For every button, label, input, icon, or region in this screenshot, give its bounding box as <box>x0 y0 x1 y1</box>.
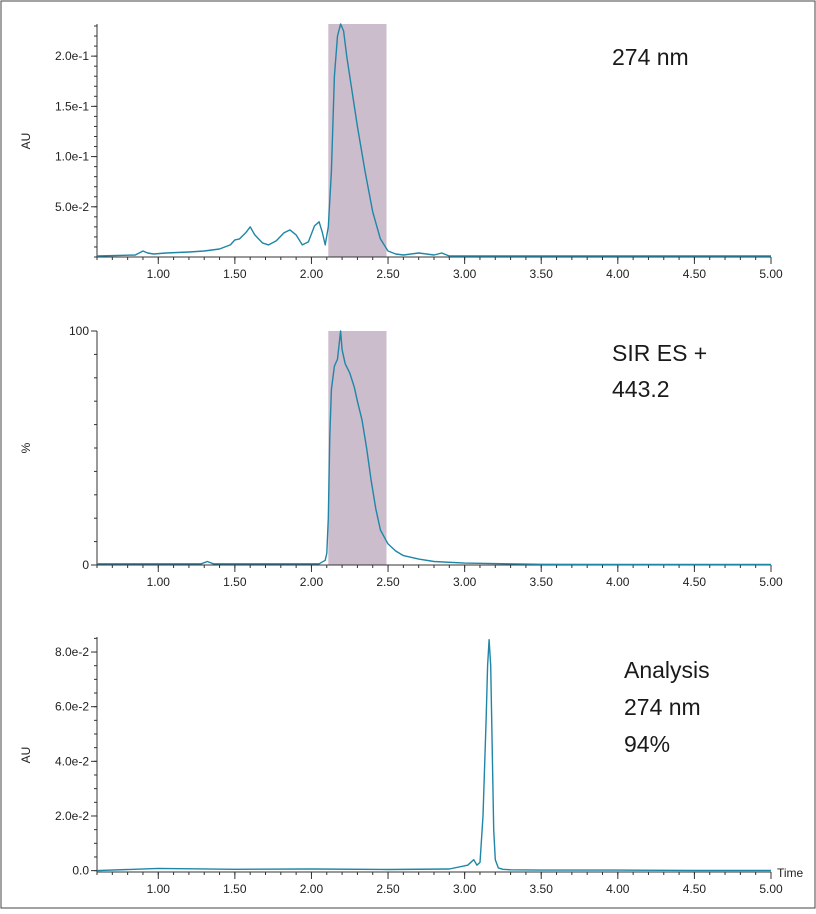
trace-annotation: 274 nm <box>612 44 689 70</box>
x-tick-label: 1.50 <box>223 882 247 896</box>
y-tick-label: 1.5e-1 <box>55 99 89 113</box>
x-tick-label: 4.00 <box>606 267 630 281</box>
x-tick-label: 4.50 <box>683 882 707 896</box>
x-tick-label: 3.00 <box>453 575 477 589</box>
y-axis-title: AU <box>19 133 33 150</box>
x-tick-label: 4.00 <box>606 882 630 896</box>
y-tick-label: 5.0e-2 <box>55 200 89 214</box>
x-tick-label: 3.50 <box>530 882 554 896</box>
chart-panel-3: 1.00 1.50 2.00 2.50 3.00 3.50 4.00 4.50 5.00 0.0 2… <box>19 637 804 896</box>
trace-line <box>97 330 771 566</box>
x-tick-label: 4.50 <box>683 267 707 281</box>
y-tick-label: 100 <box>69 324 89 338</box>
x-tick-label: 2.00 <box>300 882 324 896</box>
trace-annotation: Analysis <box>624 657 710 683</box>
trace-annotation: 94% <box>624 731 670 757</box>
x-tick-label: 3.00 <box>453 267 477 281</box>
y-tick-label: 8.0e-2 <box>55 645 89 659</box>
x-tick-label: 5.00 <box>759 575 783 589</box>
x-tick-label: 5.00 <box>759 267 783 281</box>
chart-panel-2: 1.00 1.50 2.00 2.50 3.00 3.50 4.00 4.50 5.00 0 100… <box>19 324 783 589</box>
trace-line <box>96 23 771 257</box>
y-tick-label: 2.0e-1 <box>55 49 89 63</box>
y-tick-label: 4.0e-2 <box>55 754 89 768</box>
x-tick-label: 4.50 <box>683 575 707 589</box>
x-tick-label: 1.00 <box>147 575 171 589</box>
x-tick-label: 3.00 <box>453 882 477 896</box>
x-tick-label: 2.00 <box>300 575 324 589</box>
fraction-highlight-band <box>328 24 387 257</box>
fraction-highlight-band <box>328 331 387 565</box>
x-tick-label: 1.00 <box>147 882 171 896</box>
x-tick-label: 2.00 <box>300 267 324 281</box>
x-tick-label: 1.50 <box>223 267 247 281</box>
trace-annotation: SIR ES + <box>612 340 707 366</box>
x-tick-label: 2.50 <box>376 267 400 281</box>
trace-annotation: 443.2 <box>612 376 670 402</box>
x-tick-label: 2.50 <box>376 575 400 589</box>
x-tick-label: 5.00 <box>759 882 783 896</box>
y-tick-label: 0.0 <box>72 864 89 878</box>
y-tick-label: 1.0e-1 <box>55 150 89 164</box>
x-tick-label: 3.50 <box>530 575 554 589</box>
x-axis-title: Time <box>777 866 804 880</box>
trace-annotation: 274 nm <box>624 694 701 720</box>
x-tick-label: 2.50 <box>376 882 400 896</box>
x-tick-label: 1.00 <box>147 267 171 281</box>
y-tick-label: 6.0e-2 <box>55 700 89 714</box>
y-tick-label: 2.0e-2 <box>55 809 89 823</box>
y-axis-title: % <box>19 442 33 453</box>
y-tick-label: 0 <box>82 558 89 572</box>
y-axis-title: AU <box>19 747 33 764</box>
chart-panel-1: 1.00 1.50 2.00 2.50 3.00 3.50 4.00 4.50 5.00 5.0e… <box>19 23 783 281</box>
trace-line <box>96 639 771 872</box>
x-tick-label: 3.50 <box>530 267 554 281</box>
x-tick-label: 4.00 <box>606 575 630 589</box>
x-tick-label: 1.50 <box>223 575 247 589</box>
